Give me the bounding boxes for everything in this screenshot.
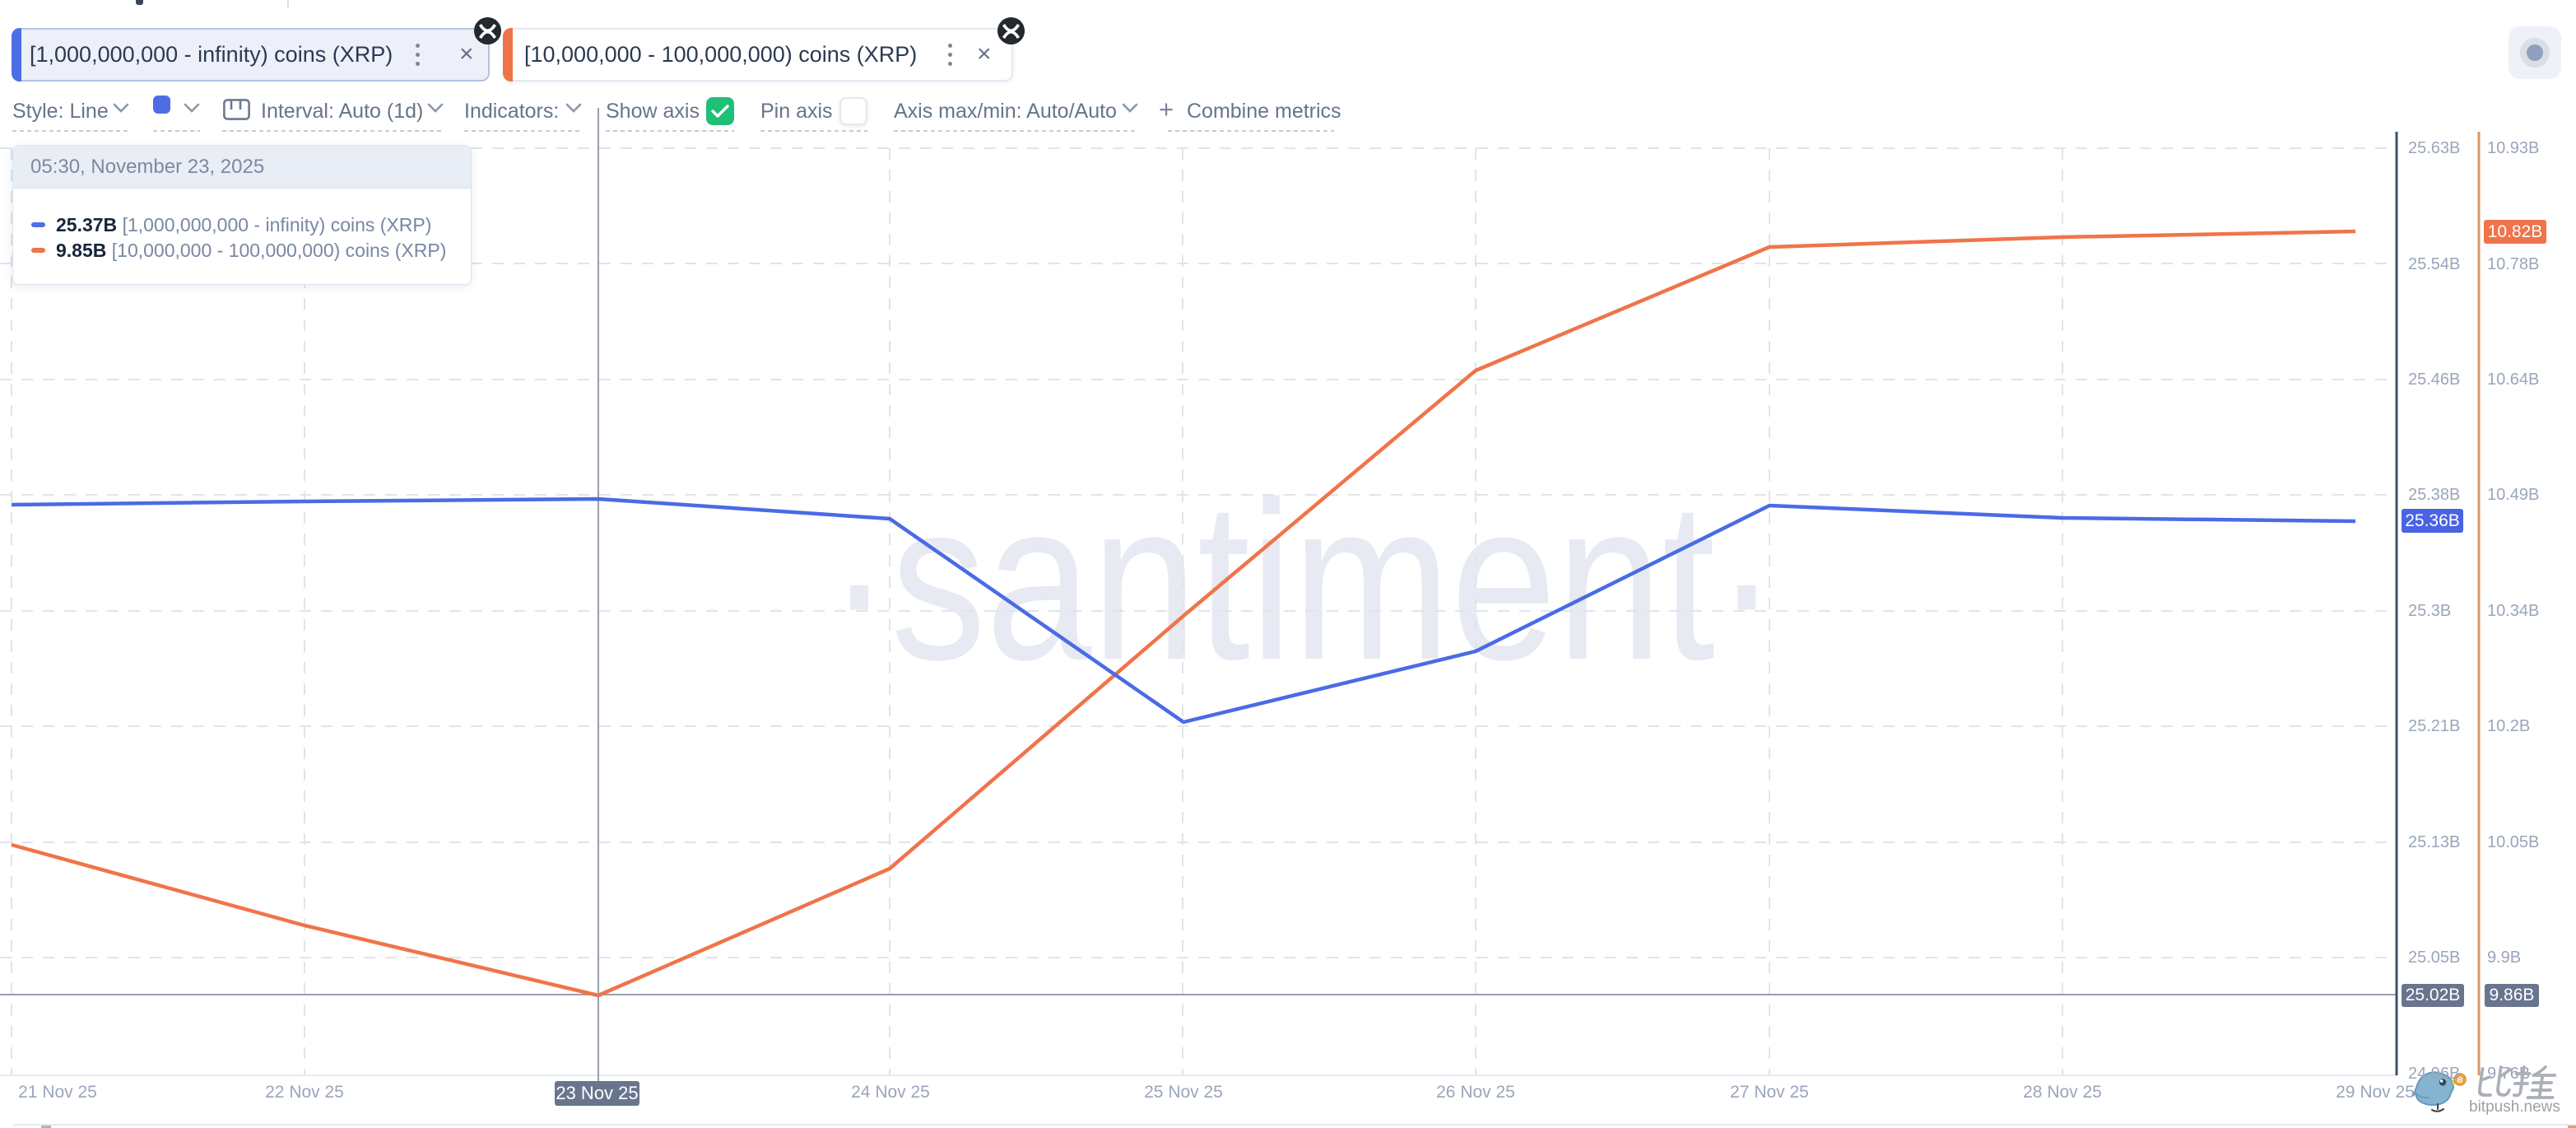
- svg-text:B: B: [2456, 1075, 2463, 1085]
- svg-text:·santiment·: ·santiment·: [828, 454, 1779, 706]
